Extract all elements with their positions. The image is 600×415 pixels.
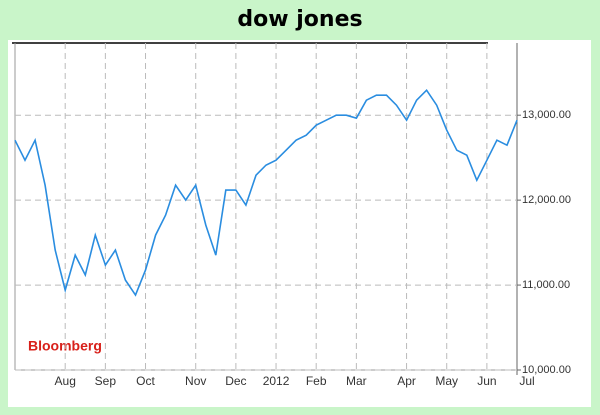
x-tick-label: Aug (55, 374, 76, 388)
x-tick-label: Mar (346, 374, 367, 388)
x-tick-label: Feb (306, 374, 327, 388)
x-tick-label: Jun (477, 374, 496, 388)
x-tick-label: Sep (95, 374, 117, 388)
y-tick-label: 12,000.00 (522, 194, 571, 206)
line-series (14, 88, 518, 297)
y-tick-label: 11,000.00 (522, 279, 570, 291)
y-tick-label: 13,000.00 (522, 109, 571, 121)
x-tick-label: Jul (519, 374, 534, 388)
x-tick-label: Nov (185, 374, 206, 388)
chart-title: dow jones (237, 7, 362, 32)
x-tick-label: May (435, 374, 458, 388)
x-tick-label: Dec (225, 374, 246, 388)
x-tick-label: 2012 (263, 374, 290, 388)
x-tick-label: Apr (397, 374, 416, 388)
y-tick-label: 10,000.00 (522, 364, 571, 376)
x-tick-label: Oct (136, 374, 155, 388)
